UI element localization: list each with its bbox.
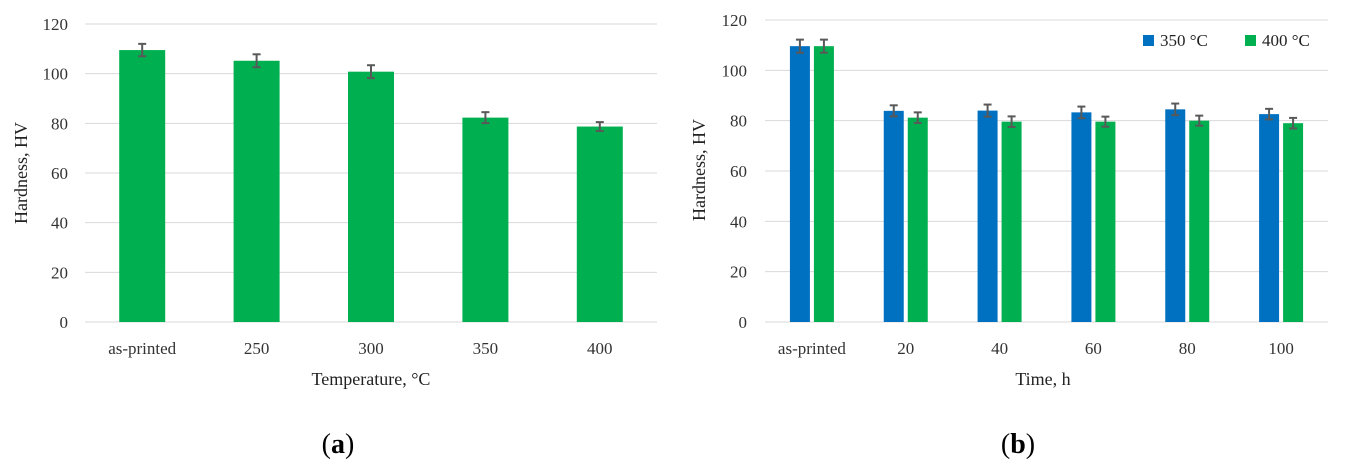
gridlines [765,19,1328,323]
error-bars [138,42,604,133]
legend-swatch [1245,35,1256,46]
x-tick-label: 400 [587,339,613,358]
bars [119,50,623,323]
x-tick-label: 100 [1268,339,1294,358]
chart-panel-b: 0 20 40 60 80 100 120 as-printed 20 40 60 80 100 35… [689,11,1328,389]
bar [907,117,928,322]
bars [789,46,1304,323]
y-tick-label: 40 [51,214,68,233]
bar [977,110,998,322]
bar [1165,109,1186,322]
bar [348,71,394,323]
y-axis-title: Hardness, HV [11,122,31,224]
panel-label-b: (b) [1001,429,1035,460]
y-tick-label: 0 [60,313,69,332]
y-tick-label: 100 [43,65,69,84]
x-tick-label: 20 [897,339,914,358]
y-tick-labels: 0 20 40 60 80 100 120 [722,11,748,332]
panel-label-b-letter: b [1010,429,1026,460]
y-tick-label: 80 [730,112,747,131]
panel-label-a-letter: a [331,429,345,460]
x-tick-label: 60 [1085,339,1102,358]
y-tick-label: 100 [722,61,748,80]
x-axis-title: Time, h [1015,369,1070,389]
x-tick-label: 350 [473,339,499,358]
legend-label: 400 °C [1262,31,1310,50]
x-tick-labels: as-printed 20 40 60 80 100 [778,339,1294,358]
x-tick-label: 300 [358,339,384,358]
bar [1259,114,1280,322]
bar [576,126,623,322]
legend: 350 °C 400 °C [1143,31,1310,50]
bar [233,60,280,323]
x-tick-label: as-printed [108,339,176,358]
bar [462,117,509,322]
x-tick-label: 40 [991,339,1008,358]
y-tick-label: 60 [730,162,747,181]
y-tick-label: 20 [730,263,747,282]
x-tick-label: as-printed [778,339,846,358]
error-bars [795,38,1298,130]
bar [119,50,166,322]
bar [1071,112,1092,322]
y-tick-label: 0 [739,313,748,332]
y-tick-label: 80 [51,114,68,133]
x-tick-labels: as-printed 250 300 350 400 [108,339,612,358]
y-tick-label: 20 [51,263,68,282]
y-tick-label: 120 [722,11,748,30]
bar [1283,123,1304,322]
panel-label-a: (a) [322,429,355,460]
y-axis-title: Hardness, HV [689,119,709,221]
y-tick-label: 60 [51,164,68,183]
y-tick-label: 40 [730,212,747,231]
bar [813,46,834,322]
y-tick-labels: 0 20 40 60 80 100 120 [43,15,69,332]
legend-label: 350 °C [1160,31,1208,50]
x-axis-title: Temperature, °C [312,369,431,389]
bar [1001,121,1022,322]
x-tick-label: 80 [1179,339,1196,358]
bar [789,46,810,322]
chart-panel-a: 0 20 40 60 80 100 120 as-printed 250 300 350 400 H… [11,15,657,389]
y-tick-label: 120 [43,15,69,34]
bar [1095,121,1116,322]
legend-swatch [1143,35,1154,46]
bar [883,110,904,322]
x-tick-label: 250 [244,339,270,358]
bar [1189,120,1210,323]
